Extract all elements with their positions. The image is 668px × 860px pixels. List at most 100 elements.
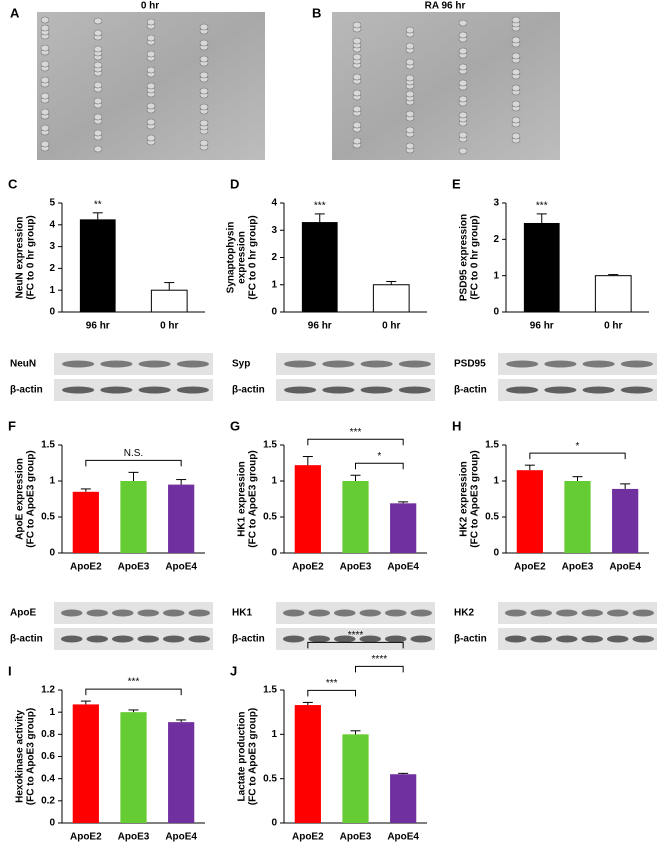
blot-strip [276, 602, 435, 624]
x-tick-label: ApoE4 [387, 832, 419, 843]
cell [199, 23, 209, 31]
panel-letter: B [312, 5, 321, 20]
bar [372, 284, 410, 313]
blot-band [137, 609, 159, 617]
bar [516, 470, 543, 553]
x-tick-label: ApoE3 [118, 832, 150, 843]
blot-band [359, 609, 381, 617]
y-axis-label: Synaptophysin [226, 222, 237, 294]
cell [146, 134, 156, 142]
cell [146, 34, 156, 42]
y-tick-label: 0.5 [485, 512, 499, 523]
cell [146, 50, 156, 58]
significance: **** [348, 630, 364, 641]
blot-band [61, 635, 83, 643]
bar [168, 722, 195, 823]
micrograph [332, 12, 560, 160]
x-tick-label: 96 hr [308, 321, 332, 332]
cell [93, 129, 103, 137]
blot-band [581, 635, 603, 643]
bracket [85, 688, 182, 696]
cell [405, 74, 415, 82]
blot-label: NeuN [10, 359, 36, 370]
blot-band [581, 609, 603, 617]
cell [352, 37, 362, 45]
cell [352, 53, 362, 61]
y-axis-label: (FC to ApoE3 group) [26, 708, 37, 805]
x-tick-label: ApoE3 [562, 562, 594, 573]
cell [511, 36, 521, 44]
cell [458, 19, 468, 27]
blot-band [322, 386, 355, 394]
x-tick-label: ApoE4 [165, 832, 197, 843]
bar [612, 488, 639, 553]
bar [72, 704, 99, 823]
cell [93, 97, 103, 105]
cell [352, 121, 362, 129]
x-tick-label: ApoE4 [387, 562, 419, 573]
y-tick-label: 1 [493, 476, 499, 487]
x-tick-label: 0 hr [160, 321, 178, 332]
cell [405, 42, 415, 50]
y-tick-label: 3 [49, 241, 55, 252]
blot-band [86, 609, 108, 617]
y-tick-label: 1.5 [263, 440, 277, 451]
cell [458, 95, 468, 103]
bracket [307, 689, 356, 697]
blot-strip [54, 379, 213, 401]
panel-letter: E [452, 176, 461, 191]
cell [40, 124, 50, 132]
cell [93, 145, 103, 153]
y-tick-label: 1 [271, 476, 277, 487]
cell [511, 132, 521, 140]
cell [511, 68, 521, 76]
bar [301, 222, 338, 312]
bar [523, 222, 560, 312]
y-tick-label: 0.5 [41, 512, 55, 523]
cell [458, 131, 468, 139]
bracket [85, 459, 182, 467]
cell [352, 105, 362, 113]
bar [120, 712, 147, 823]
y-axis-label: (FC to ApoE3 group) [248, 450, 259, 547]
y-tick-label: 0 [49, 818, 55, 829]
blot-strip [276, 628, 435, 650]
blot-strip [498, 628, 657, 650]
cell [511, 84, 521, 92]
x-tick-label: ApoE3 [118, 562, 150, 573]
bar [72, 491, 99, 553]
bar [342, 481, 369, 553]
blot-label: Syp [232, 359, 250, 370]
blot-band [308, 609, 330, 617]
significance: *** [536, 201, 548, 212]
blot-band [283, 609, 305, 617]
blot-band [334, 609, 356, 617]
cell [199, 71, 209, 79]
blot-band [544, 360, 577, 368]
cell [146, 102, 156, 110]
x-tick-label: 96 hr [530, 321, 554, 332]
blot-band [410, 609, 432, 617]
blot-band [112, 609, 134, 617]
y-tick-label: 1 [49, 476, 55, 487]
cell [405, 142, 415, 150]
x-tick-label: ApoE2 [514, 562, 546, 573]
blot-band [100, 360, 133, 368]
y-axis-label: Hexokinase activity [15, 710, 26, 803]
blot-band [632, 635, 654, 643]
cell [511, 116, 521, 124]
blot-band [398, 386, 431, 394]
y-axis-label: expression [237, 231, 248, 284]
blot-band [398, 360, 431, 368]
cell [458, 111, 468, 119]
significance: *** [128, 677, 140, 688]
x-tick-label: ApoE2 [70, 562, 102, 573]
y-axis-label: (FC to 0 hr group) [248, 215, 259, 299]
y-axis-label: HK1 expression [237, 461, 248, 537]
y-tick-label: 3 [493, 198, 499, 209]
cell [352, 21, 362, 29]
blot-band [188, 609, 210, 617]
cell [511, 52, 521, 60]
blot-band [530, 609, 552, 617]
